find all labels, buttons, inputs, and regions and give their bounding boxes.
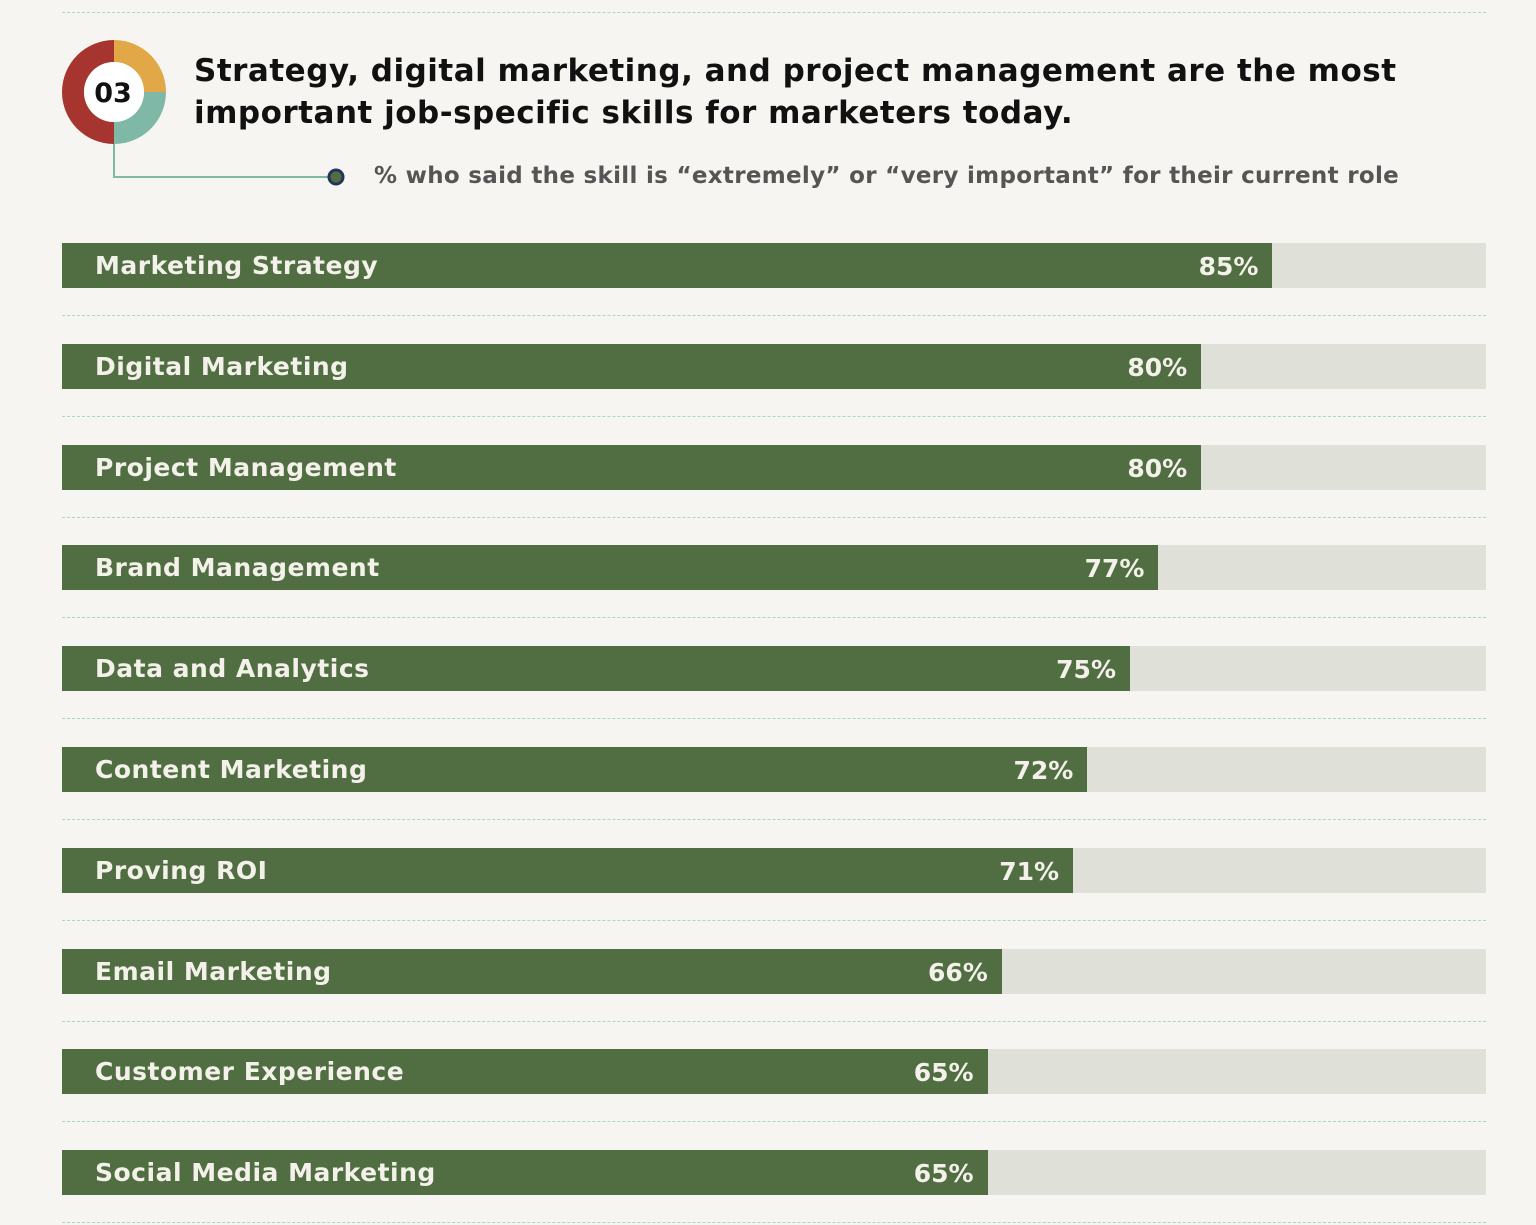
badge-number: 03 <box>94 78 132 109</box>
category-label: Proving ROI <box>95 855 268 885</box>
category-label: Project Management <box>95 452 397 482</box>
value-label: 71% <box>999 856 1060 886</box>
divider <box>62 1222 1486 1224</box>
value-label: 72% <box>1013 756 1074 785</box>
category-label: Social Media Marketing <box>95 1158 436 1188</box>
bar-track: Marketing Strategy 85% <box>62 243 1486 288</box>
bar <box>62 747 1088 792</box>
value-label: 80% <box>1127 352 1188 382</box>
value-label: 75% <box>1056 655 1116 685</box>
category-label: Brand Management <box>95 553 380 583</box>
divider <box>62 919 1486 921</box>
divider <box>62 617 1486 619</box>
bar-track: Proving ROI 71% <box>62 847 1486 893</box>
divider <box>62 315 1486 316</box>
bar-track: Brand Management 77% <box>62 545 1486 591</box>
category-label: Data and Analytics <box>95 654 370 684</box>
divider <box>62 415 1486 417</box>
chart-subtitle: % who said the skill is “extremely” or “… <box>374 163 1400 189</box>
badge-segment-orange <box>114 40 166 92</box>
divider <box>62 12 1486 13</box>
bar <box>62 847 1074 893</box>
value-label: 85% <box>1198 252 1259 281</box>
bar-track: Data and Analytics 75% <box>62 646 1486 692</box>
divider <box>62 1121 1486 1123</box>
value-label: 66% <box>928 957 988 987</box>
bar-track: Customer Experience 65% <box>62 1049 1486 1095</box>
bar-track: Digital Marketing 80% <box>62 343 1486 389</box>
value-label: 77% <box>1084 554 1145 584</box>
bar <box>62 343 1202 389</box>
category-label: Marketing Strategy <box>95 251 379 280</box>
category-label: Email Marketing <box>95 956 332 986</box>
bar-track: Content Marketing 72% <box>62 747 1486 792</box>
badge-graphic: 03 <box>62 40 345 186</box>
value-label: 65% <box>913 1058 974 1088</box>
badge-segment-red <box>62 40 114 144</box>
badge-segment-teal <box>114 92 166 144</box>
connector-line <box>113 144 330 178</box>
divider <box>62 516 1486 518</box>
bar <box>62 243 1273 288</box>
divider <box>62 1020 1486 1022</box>
bar-track: Social Media Marketing 65% <box>62 1150 1486 1196</box>
chart-title: Strategy, digital marketing, and project… <box>194 53 1397 131</box>
bar <box>62 1049 988 1095</box>
bar <box>62 1150 988 1196</box>
divider <box>62 819 1486 820</box>
value-label: 80% <box>1127 453 1188 483</box>
value-label: 65% <box>913 1159 974 1189</box>
bar <box>62 545 1159 591</box>
divider <box>62 718 1486 720</box>
bar-track: Email Marketing 66% <box>62 948 1486 994</box>
bar-track: Project Management 80% <box>62 444 1486 490</box>
connector-dot <box>327 168 345 186</box>
bar <box>62 948 1002 994</box>
category-label: Content Marketing <box>95 755 368 784</box>
category-label: Customer Experience <box>95 1057 405 1087</box>
bar <box>62 444 1202 490</box>
category-label: Digital Marketing <box>95 351 349 381</box>
bar <box>62 646 1130 692</box>
